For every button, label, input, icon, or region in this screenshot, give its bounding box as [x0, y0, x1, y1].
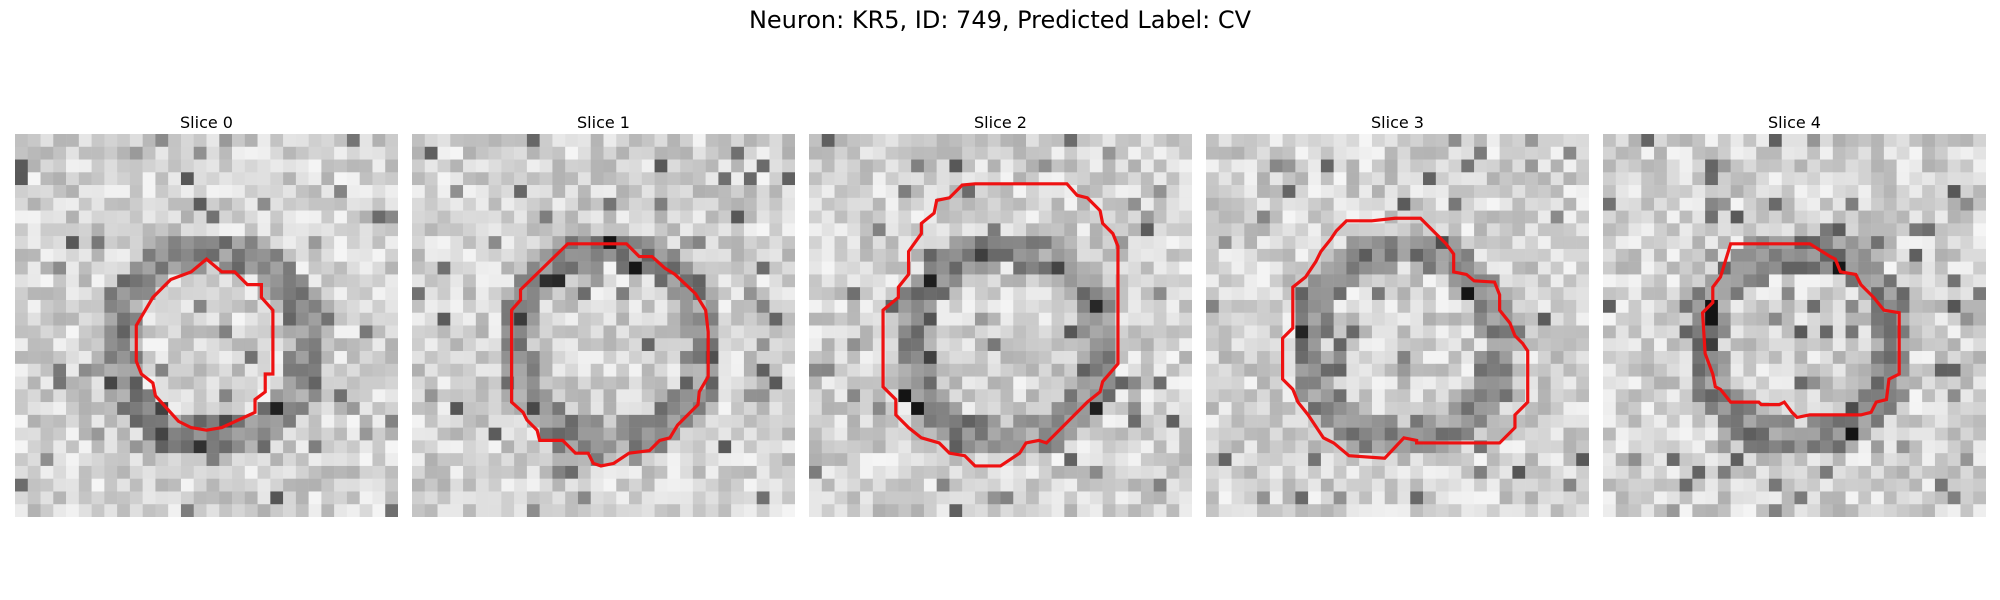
slice-title-4: Slice 4 [1768, 113, 1821, 132]
neuron-contour-3 [1281, 216, 1530, 460]
slice-image-1 [412, 134, 795, 517]
pixel-grid-3 [1206, 134, 1589, 517]
neuron-contour-0 [134, 257, 275, 432]
neuron-contour-2 [881, 182, 1120, 468]
slice-image-3 [1206, 134, 1589, 517]
slice-panel-3: Slice 3 [1206, 112, 1589, 517]
figure-title: Neuron: KR5, ID: 749, Predicted Label: C… [748, 6, 1252, 34]
pixel-grid-0 [15, 134, 398, 517]
slice-panel-1: Slice 1 [412, 112, 795, 517]
slice-title-3: Slice 3 [1371, 113, 1424, 132]
slice-image-4 [1603, 134, 1986, 517]
pixel-grid-4 [1603, 134, 1986, 517]
neuron-contour-4 [1700, 242, 1901, 420]
pixel-grid-2 [809, 134, 1192, 517]
slice-title-2: Slice 2 [974, 113, 1027, 132]
slice-panel-0: Slice 0 [15, 112, 398, 517]
pixel-grid-1 [412, 134, 795, 517]
slice-panel-2: Slice 2 [809, 112, 1192, 517]
slice-image-2 [809, 134, 1192, 517]
slice-panel-4: Slice 4 [1603, 112, 1986, 517]
slice-title-1: Slice 1 [577, 113, 630, 132]
neuron-contour-1 [509, 242, 710, 468]
slice-image-0 [15, 134, 398, 517]
slice-title-0: Slice 0 [180, 113, 233, 132]
